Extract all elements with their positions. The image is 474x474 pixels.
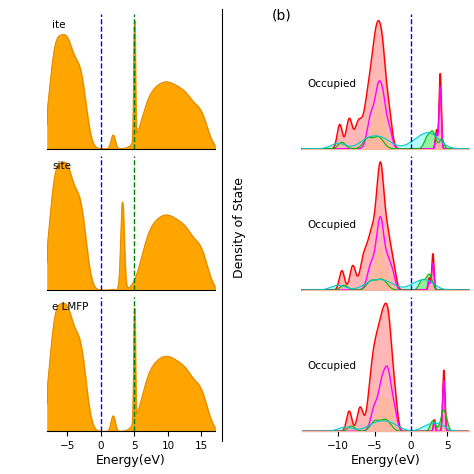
- X-axis label: Energy(eV): Energy(eV): [351, 454, 420, 467]
- Text: Occupied: Occupied: [307, 220, 356, 230]
- X-axis label: Energy(eV): Energy(eV): [96, 454, 166, 467]
- Text: site: site: [53, 161, 72, 171]
- Text: ite: ite: [53, 19, 66, 29]
- Text: e LMFP: e LMFP: [53, 302, 89, 312]
- Text: Density of State: Density of State: [233, 177, 246, 278]
- Text: Occupied: Occupied: [307, 361, 356, 371]
- Text: (b): (b): [272, 9, 292, 23]
- Text: Occupied: Occupied: [307, 79, 356, 89]
